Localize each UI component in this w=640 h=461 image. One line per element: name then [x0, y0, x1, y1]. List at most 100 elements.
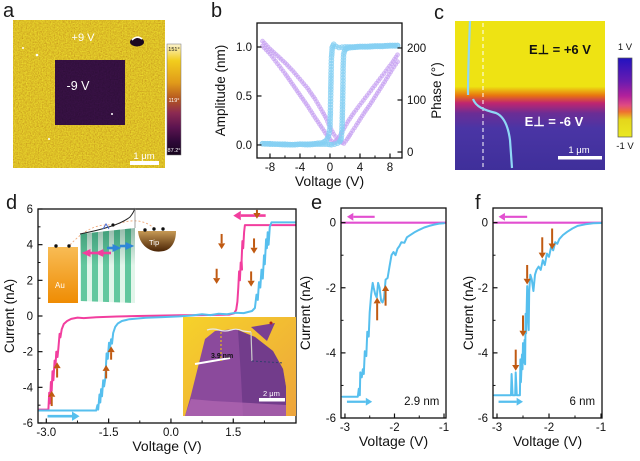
- x-axis-title: Voltage (V): [513, 433, 582, 449]
- y-tick-label: 0: [482, 218, 488, 230]
- y-axis-title: Current (nA): [2, 279, 17, 353]
- sweep-direction-right-arrow: [47, 411, 80, 421]
- field-minus-label: E⊥ = -6 V: [525, 114, 584, 129]
- erase-voltage-label: -9 V: [67, 79, 91, 93]
- y-axis-title: Amplitude (nm): [213, 45, 228, 137]
- write-voltage-label: +9 V: [72, 32, 96, 44]
- panel-b-letter: b: [211, 0, 223, 22]
- x-axis-title: Voltage (V): [359, 433, 428, 449]
- kpfm-potential-image-panel: E⊥ = +6 V E⊥ = -6 V 1 μm 1 V -1 V: [455, 20, 634, 170]
- x-tick-label: 8: [387, 162, 393, 174]
- sweep-direction-right-arrow: [346, 397, 373, 406]
- colorbar-max-label: 151°: [168, 47, 179, 53]
- kpfm-scan-area: [455, 20, 605, 170]
- thickness-label: 3.9 nm: [211, 353, 233, 360]
- afm-scan-area: [13, 20, 165, 168]
- x-axis-title: Voltage (V): [132, 438, 201, 454]
- y2-tick-label: 200: [407, 43, 426, 55]
- y-axis-title: Current (nA): [461, 276, 476, 350]
- potential-colorbar: 1 V -1 V: [616, 42, 634, 152]
- y-tick-label: 0: [330, 218, 336, 230]
- phase-colorbar: 151° 119° 87.2°: [166, 43, 182, 156]
- y-tick-label: -2: [478, 283, 488, 295]
- y-tick-label: 0.5: [236, 91, 252, 103]
- tip-electrode-label: Tip: [149, 238, 159, 247]
- electron-dot: [54, 244, 58, 248]
- switching-arrow: [381, 285, 390, 306]
- plot-area: [38, 221, 296, 412]
- y-tick-label: -6: [478, 413, 488, 425]
- x-tick-label: 0.0: [163, 427, 179, 439]
- x-tick-label: -1: [439, 422, 449, 434]
- y-tick-label: -6: [23, 418, 33, 430]
- x-tick-label: -3.0: [36, 427, 56, 439]
- plot-background: [341, 208, 446, 418]
- y-axis-title: Current (nA): [298, 276, 313, 350]
- flake-flap: [251, 323, 275, 341]
- iv-curve: [341, 222, 445, 398]
- colorbar-min-label: -1 V: [616, 141, 634, 152]
- switching-arrow: [253, 209, 261, 219]
- annotation-label: 6 nm: [570, 396, 596, 408]
- electron-dot: [161, 227, 165, 231]
- domain-wall-trace-upper: [466, 20, 472, 96]
- panel-f-letter: f: [475, 192, 481, 214]
- iv-curve: [493, 222, 602, 397]
- y-tick-label: -4: [23, 382, 34, 394]
- panel-e-letter: e: [311, 192, 323, 214]
- switching-arrow: [218, 233, 226, 250]
- pfm-phase-image-panel: +9 V -9 V 1 μm 151° 119° 87.2°: [13, 20, 182, 168]
- profile-line: [194, 357, 231, 365]
- tip-electrode: [138, 231, 176, 252]
- electron-dot: [152, 227, 156, 231]
- switching-arrow: [213, 268, 221, 284]
- au-electrode-label: Au: [55, 281, 65, 290]
- polarization-right-arrows: [107, 242, 135, 252]
- scalebar: [558, 156, 602, 160]
- x-axis-title: Voltage (V): [295, 173, 364, 189]
- y2-tick-label: 100: [407, 95, 426, 107]
- domain-wall-trace-lower: [471, 98, 514, 169]
- y-tick-label: 2: [27, 275, 33, 287]
- y-tick-label: 6: [27, 204, 33, 216]
- y2-tick-label: 0: [407, 147, 413, 159]
- y-tick-label: 4: [27, 240, 34, 252]
- panel-d-letter: d: [6, 192, 18, 214]
- switching-arrow: [548, 228, 556, 250]
- x-tick-label: 0: [327, 162, 333, 174]
- plot-frame: [340, 207, 447, 419]
- sweep-direction-right-arrow: [498, 397, 524, 406]
- electron-dot: [67, 244, 71, 248]
- y-tick-label: -2: [23, 347, 33, 359]
- iv-curve-thick-chart: 6 nm -3 -2 -1 -6 -4 -2 0 Voltage (V) Current (nA): [461, 207, 606, 449]
- sweep-direction-left-arrow: [346, 212, 375, 221]
- switching-arrow: [247, 271, 255, 287]
- afm-flake-inset: 3.9 nm 2 μm: [183, 317, 296, 416]
- plot-area: [493, 221, 602, 397]
- au-electrode: [48, 247, 78, 303]
- y2-axis-title: Phase (°): [429, 62, 444, 118]
- switching-arrow: [523, 264, 531, 285]
- polarization-left-arrows: [81, 249, 111, 257]
- x-tick-label: -3: [340, 422, 350, 434]
- electron-dot: [143, 228, 147, 232]
- scalebar: [259, 398, 285, 402]
- phase-backward-markers: [259, 43, 401, 148]
- trap-marker-icon: [102, 223, 110, 230]
- scalebar-label: 1 μm: [133, 151, 154, 162]
- colorbar-max-label: 1 V: [618, 42, 633, 53]
- pink-sweep: [38, 224, 296, 411]
- plot-background: [493, 208, 602, 418]
- defect-blob: [130, 37, 144, 47]
- plot-frame: [492, 207, 603, 419]
- pfm-loops-chart: -8 -4 0 4 8 0.0 0.5 1.0 0 100 200 Voltage (V) Amplit…: [213, 22, 444, 189]
- plot-area: [259, 38, 401, 148]
- sweep-direction-left-arrow: [233, 210, 266, 221]
- field-plus-label: E⊥ = +6 V: [529, 42, 591, 57]
- scalebar-label: 2 μm: [263, 389, 280, 398]
- y-tick-label: -4: [478, 348, 489, 360]
- x-tick-label: 4: [357, 162, 364, 174]
- iv-curve-thin-chart: 2.9 nm -3 -2 -1 -6 -4 -2 0 Voltage (V) Current (n…: [298, 207, 449, 449]
- particle-dot: [269, 321, 273, 325]
